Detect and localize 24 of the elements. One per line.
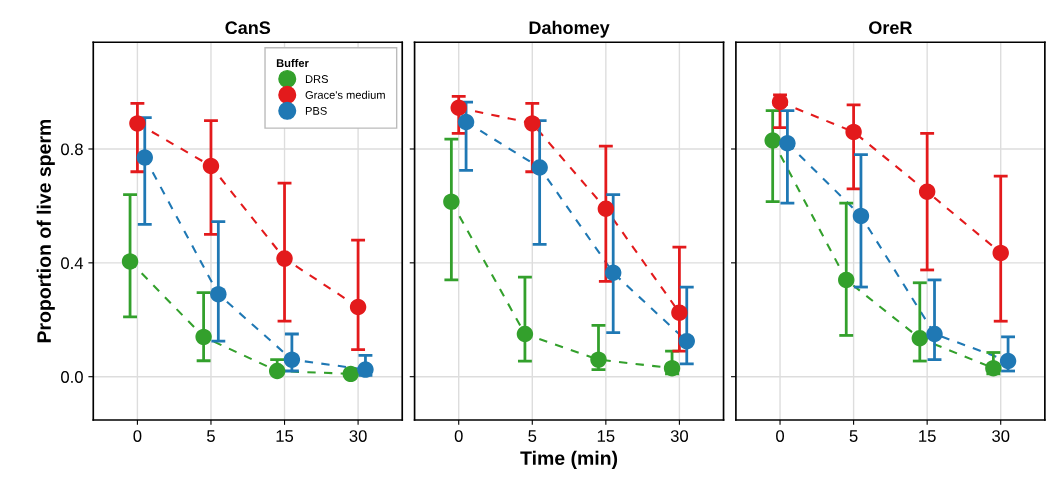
x-tick-label: 15 — [597, 430, 615, 442]
x-tick-label: 5 — [849, 430, 858, 442]
x-tick-label: 30 — [992, 430, 1010, 442]
x-tick-label: 30 — [670, 430, 689, 442]
x-tick-label: 0 — [133, 430, 142, 442]
legend-label: Grace's medium — [305, 90, 385, 99]
legend-label: DRS — [305, 75, 328, 83]
legend-title: Buffer — [276, 58, 309, 68]
x-tick-label: 0 — [776, 430, 785, 442]
x-tick-label: 0 — [454, 430, 463, 442]
y-tick-label: 0.4 — [61, 257, 84, 270]
legend-label: PBS — [305, 106, 327, 115]
y-axis-title: Proportion of live sperm — [36, 119, 55, 343]
x-tick-label: 5 — [528, 430, 537, 442]
chart-title: OreR — [869, 21, 913, 35]
x-tick-label: 15 — [276, 430, 294, 442]
x-axis-title: Time (min) — [520, 450, 618, 469]
x-tick-label: 30 — [349, 430, 367, 442]
x-tick-label: 15 — [919, 430, 936, 442]
chart-title: CanS — [225, 21, 271, 35]
x-tick-label: 5 — [207, 430, 215, 442]
chart-title: Dahomey — [529, 20, 610, 38]
y-tick-label: 0.8 — [61, 143, 83, 156]
y-tick-label: 0.0 — [61, 371, 83, 383]
